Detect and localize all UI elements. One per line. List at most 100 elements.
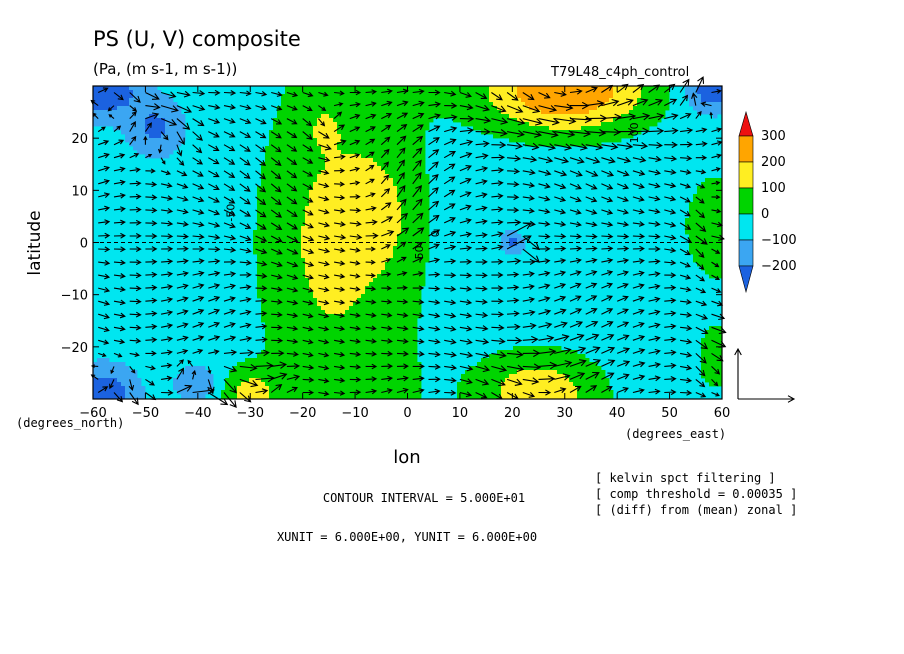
field-cell <box>341 118 346 123</box>
field-cell <box>237 374 242 379</box>
field-cell <box>281 294 286 299</box>
field-cell <box>265 262 270 267</box>
field-cell <box>329 330 334 335</box>
field-cell <box>353 338 358 343</box>
field-cell <box>537 362 542 367</box>
field-cell <box>349 102 354 107</box>
field-cell <box>349 254 354 259</box>
field-cell <box>377 142 382 147</box>
field-cell <box>269 350 274 355</box>
field-cell <box>473 370 478 375</box>
field-cell <box>525 346 530 351</box>
field-cell <box>97 118 102 123</box>
field-cell <box>441 106 446 111</box>
field-cell <box>293 110 298 115</box>
field-cell <box>341 298 346 303</box>
field-cell <box>629 86 634 91</box>
field-cell <box>457 106 462 111</box>
field-cell <box>345 278 350 283</box>
field-cell <box>301 254 306 259</box>
field-cell <box>265 306 270 311</box>
field-cell <box>373 342 378 347</box>
field-cell <box>373 86 378 91</box>
field-cell <box>541 102 546 107</box>
field-cell <box>265 266 270 271</box>
field-cell <box>529 134 534 139</box>
field-cell <box>589 86 594 91</box>
field-cell <box>409 242 414 247</box>
field-cell <box>429 94 434 99</box>
field-cell <box>117 102 122 107</box>
field-cell <box>525 110 530 115</box>
field-cell <box>409 310 414 315</box>
field-cell <box>413 114 418 119</box>
field-cell <box>605 394 610 399</box>
field-cell <box>281 346 286 351</box>
field-cell <box>233 394 238 399</box>
field-cell <box>361 322 366 327</box>
field-cell <box>129 138 134 143</box>
field-cell <box>357 214 362 219</box>
field-cell <box>393 210 398 215</box>
field-cell <box>349 206 354 211</box>
field-cell <box>357 302 362 307</box>
field-cell <box>489 110 494 115</box>
field-cell <box>257 246 262 251</box>
field-cell <box>241 370 246 375</box>
field-cell <box>129 142 134 147</box>
field-cell <box>421 98 426 103</box>
field-cell <box>373 262 378 267</box>
field-cell <box>341 238 346 243</box>
field-cell <box>369 230 374 235</box>
field-cell <box>289 194 294 199</box>
field-cell <box>369 342 374 347</box>
field-cell <box>633 106 638 111</box>
field-cell <box>381 322 386 327</box>
field-cell <box>357 346 362 351</box>
field-cell <box>385 254 390 259</box>
field-cell <box>393 178 398 183</box>
field-cell <box>289 118 294 123</box>
field-cell <box>417 362 422 367</box>
field-cell <box>469 90 474 95</box>
field-cell <box>321 182 326 187</box>
field-cell <box>553 86 558 91</box>
field-cell <box>529 390 534 395</box>
field-cell <box>333 282 338 287</box>
field-cell <box>421 274 426 279</box>
field-cell <box>285 246 290 251</box>
field-cell <box>125 114 130 119</box>
field-cell <box>529 370 534 375</box>
field-cell <box>365 210 370 215</box>
field-cell <box>305 290 310 295</box>
field-cell <box>549 134 554 139</box>
field-cell <box>277 258 282 263</box>
field-cell <box>285 282 290 287</box>
field-cell <box>321 242 326 247</box>
field-cell <box>397 302 402 307</box>
field-cell <box>393 354 398 359</box>
field-cell <box>333 98 338 103</box>
field-cell <box>329 374 334 379</box>
field-cell <box>525 358 530 363</box>
field-cell <box>389 154 394 159</box>
field-cell <box>357 258 362 263</box>
field-cell <box>425 102 430 107</box>
field-cell <box>389 118 394 123</box>
field-cell <box>337 394 342 399</box>
field-cell <box>277 266 282 271</box>
field-cell <box>305 86 310 91</box>
field-cell <box>541 90 546 95</box>
field-cell <box>357 138 362 143</box>
field-cell <box>277 230 282 235</box>
field-cell <box>185 366 190 371</box>
field-cell <box>389 266 394 271</box>
field-cell <box>545 130 550 135</box>
field-cell <box>525 138 530 143</box>
field-cell <box>105 98 110 103</box>
field-cell <box>361 370 366 375</box>
field-cell <box>289 374 294 379</box>
field-cell <box>345 222 350 227</box>
field-cell <box>153 110 158 115</box>
field-cell <box>325 382 330 387</box>
